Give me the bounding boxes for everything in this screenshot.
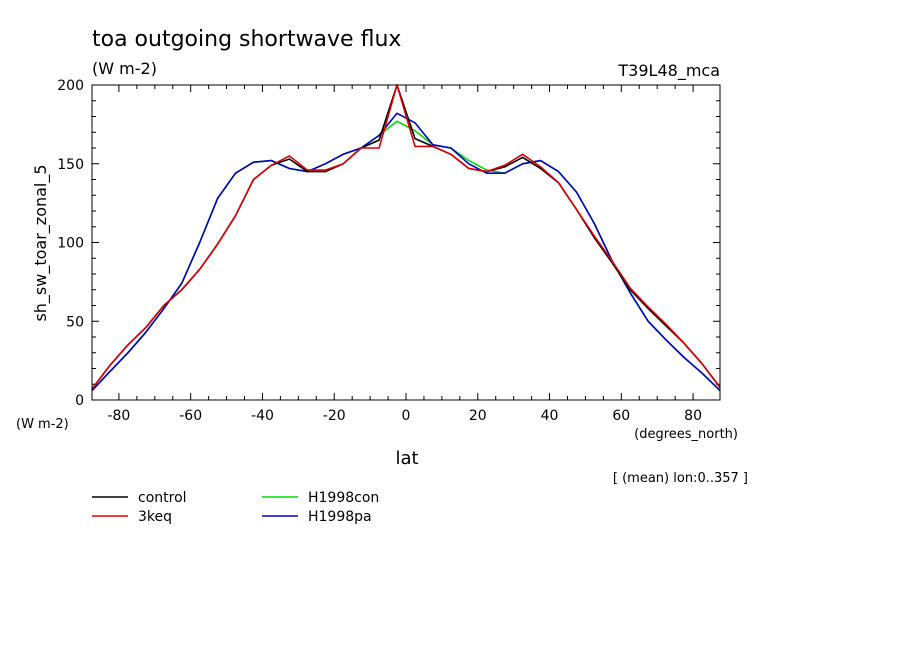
legend-item-h1998pa: H1998pa: [262, 509, 372, 525]
y-axis-units: (W m-2): [16, 417, 69, 432]
chart-units: (W m-2): [92, 59, 157, 78]
y-tick-label: 150: [57, 157, 84, 173]
model-label: T39L48_mca: [617, 61, 720, 81]
tick-marks: [92, 84, 720, 401]
legend-item-3keq: 3keq: [92, 509, 172, 525]
legend-label-h1998con: H1998con: [308, 490, 379, 506]
x-tick-label: -80: [107, 408, 130, 424]
x-tick-label: 60: [612, 408, 630, 424]
plot-frame: [91, 84, 721, 401]
series-line-3keq: [91, 84, 721, 390]
series-lines: [91, 84, 721, 392]
y-tick-label: 200: [57, 78, 84, 94]
legend-label-h1998pa: H1998pa: [308, 509, 372, 525]
x-tick-label: -40: [251, 408, 274, 424]
legend: control 3keq H1998con H1998pa: [92, 490, 379, 525]
y-axis-label: sh_sw_toar_zonal_5: [31, 164, 51, 321]
y-tick-label: 0: [75, 393, 84, 409]
y-tick-label: 50: [66, 314, 84, 330]
series-line-h1998pa: [91, 112, 721, 392]
series-line-control: [91, 84, 721, 390]
legend-label-3keq: 3keq: [138, 509, 172, 525]
x-tick-label: -60: [179, 408, 202, 424]
x-axis-label: lat: [395, 448, 418, 469]
legend-label-control: control: [138, 490, 187, 506]
x-tick-label: 40: [541, 408, 559, 424]
series-line-h1998con: [91, 120, 721, 392]
x-tick-label: 0: [402, 408, 411, 424]
legend-item-h1998con: H1998con: [262, 490, 379, 506]
x-tick-label: 80: [684, 408, 702, 424]
x-tick-label: -20: [323, 408, 346, 424]
y-tick-labels: 0 50 100 150 200: [57, 78, 84, 409]
x-tick-label: 20: [469, 408, 487, 424]
legend-item-control: control: [92, 490, 187, 506]
chart-title: toa outgoing shortwave flux: [92, 27, 401, 52]
x-axis-units: (degrees_north): [634, 427, 738, 442]
subset-note: [ (mean) lon:0..357 ]: [613, 471, 748, 486]
y-tick-label: 100: [57, 236, 84, 252]
x-tick-labels: -80 -60 -40 -20 0 20 40 60 80: [107, 408, 702, 424]
